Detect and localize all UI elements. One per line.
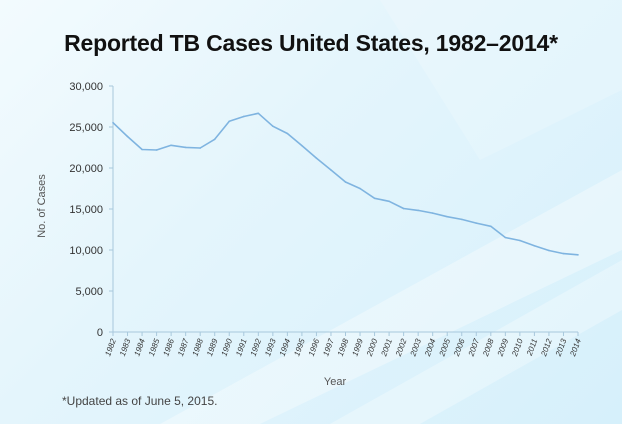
data-point xyxy=(272,125,274,127)
x-tick-label: 2013 xyxy=(553,337,568,358)
x-tick-label: 2009 xyxy=(495,337,510,358)
x-tick-label: 1991 xyxy=(234,338,249,358)
x-tick-label: 1986 xyxy=(161,337,176,357)
x-tick-label: 2005 xyxy=(437,337,452,358)
data-point xyxy=(490,225,492,228)
data-point xyxy=(112,121,114,124)
data-point xyxy=(373,197,376,200)
x-tick-label: 1992 xyxy=(249,337,264,357)
x-tick-label: 1984 xyxy=(132,337,147,357)
data-point xyxy=(184,146,187,149)
data-point xyxy=(141,148,143,151)
data-point xyxy=(330,169,332,171)
data-point xyxy=(155,149,158,151)
x-tick-label: 1998 xyxy=(336,337,351,357)
x-tick-label: 1988 xyxy=(191,337,206,357)
x-tick-label: 1982 xyxy=(103,337,118,357)
x-tick-label: 2003 xyxy=(408,337,423,358)
data-point xyxy=(417,209,419,212)
data-point xyxy=(519,239,521,242)
x-tick-label: 2011 xyxy=(525,338,540,358)
data-point xyxy=(257,112,260,115)
x-tick-label: 1996 xyxy=(307,337,322,357)
y-tick-label: 10,000 xyxy=(69,245,103,257)
data-point xyxy=(213,138,216,141)
data-point xyxy=(533,245,536,247)
data-point xyxy=(475,222,478,224)
data-point xyxy=(548,249,550,252)
x-tick-label: 1985 xyxy=(147,337,162,357)
x-tick-label: 2014 xyxy=(568,337,583,358)
data-point xyxy=(228,120,231,123)
y-tick-label: 30,000 xyxy=(69,81,103,93)
x-tick-label: 1997 xyxy=(321,337,336,357)
y-tick-label: 0 xyxy=(97,327,103,339)
data-point xyxy=(126,135,129,138)
x-tick-label: 1990 xyxy=(220,337,235,357)
data-point xyxy=(388,200,390,203)
data-point xyxy=(170,144,172,147)
data-point xyxy=(431,212,434,214)
x-tick-label: 2006 xyxy=(452,337,467,358)
data-point xyxy=(242,115,245,118)
data-point xyxy=(344,181,347,183)
footnote: *Updated as of June 5, 2015. xyxy=(62,394,218,408)
y-tick-label: 15,000 xyxy=(69,204,103,216)
x-tick-label: 2002 xyxy=(394,337,409,358)
data-point xyxy=(286,132,289,135)
x-axis-label: Year xyxy=(323,376,347,388)
x-tick-label: 2007 xyxy=(466,337,481,358)
y-tick-label: 20,000 xyxy=(69,163,103,175)
x-tick-label: 1993 xyxy=(263,337,278,357)
data-point xyxy=(301,144,303,147)
x-tick-label: 1983 xyxy=(118,337,133,357)
data-point xyxy=(199,147,201,149)
data-point xyxy=(315,157,318,159)
y-tick-label: 5,000 xyxy=(75,286,103,298)
data-point xyxy=(446,215,449,218)
y-tick-label: 25,000 xyxy=(69,122,103,134)
x-tick-label: 2001 xyxy=(379,338,394,359)
x-tick-label: 1989 xyxy=(205,337,220,357)
data-point xyxy=(402,207,405,210)
data-point xyxy=(359,187,361,190)
data-point xyxy=(562,252,565,255)
x-tick-label: 2000 xyxy=(365,337,380,358)
x-tick-label: 1995 xyxy=(292,337,307,357)
x-tick-label: 2004 xyxy=(423,337,438,358)
x-tick-label: 1994 xyxy=(278,337,293,357)
data-point xyxy=(504,236,507,239)
x-tick-label: 2012 xyxy=(539,337,554,358)
x-tick-label: 1987 xyxy=(176,337,191,357)
x-tick-label: 2008 xyxy=(481,337,496,358)
data-point xyxy=(577,254,579,256)
data-point xyxy=(460,218,463,221)
x-tick-label: 2010 xyxy=(510,337,525,358)
series-line xyxy=(112,112,579,256)
chart-title: Reported TB Cases United States, 1982–20… xyxy=(64,30,558,56)
x-tick-label: 1999 xyxy=(350,337,365,357)
